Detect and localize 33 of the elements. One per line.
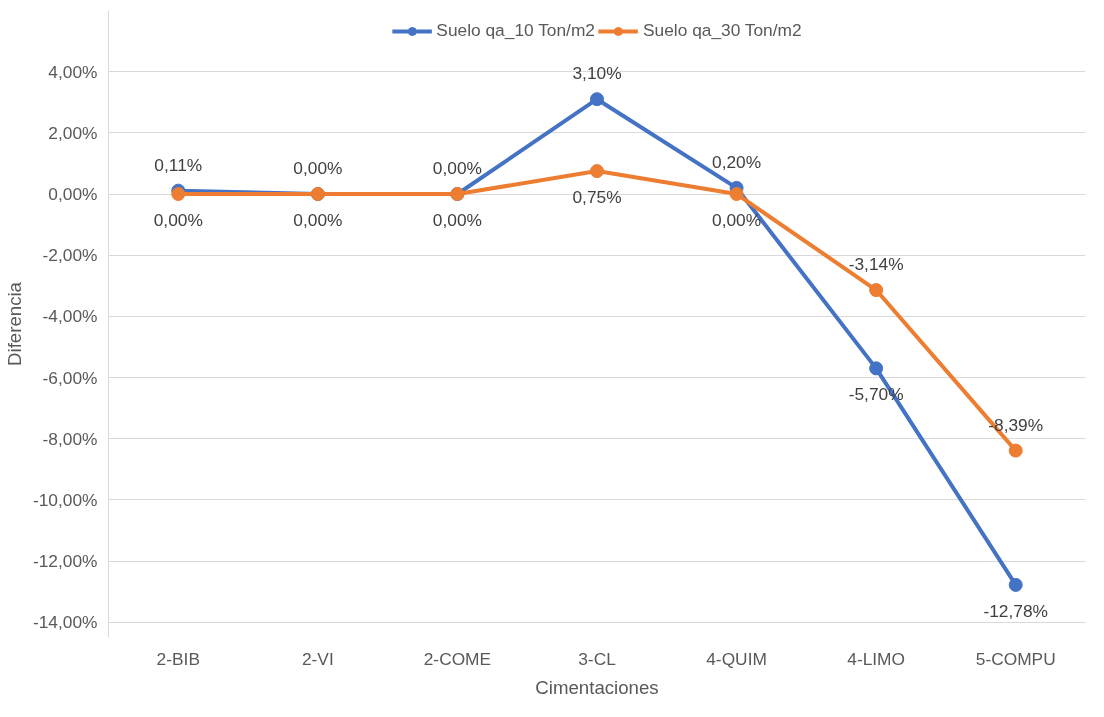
x-tick-label: 2-BIB [156, 648, 200, 669]
data-label: 0,00% [293, 210, 343, 231]
y-tick-label: 0,00% [48, 184, 98, 205]
y-tick-label: 4,00% [48, 61, 98, 82]
data-label: -3,14% [848, 254, 904, 275]
y-tick-label: -12,00% [32, 551, 98, 572]
x-tick-label: 3-CL [578, 648, 617, 669]
y-axis-title: Diferencia [3, 281, 25, 366]
x-tick-label: 4-LIMO [847, 648, 906, 669]
data-label: 0,00% [293, 158, 343, 179]
y-tick-label: -10,00% [32, 489, 98, 510]
legend-label: Suelo qa_30 Ton/m2 [643, 20, 802, 41]
data-label: 0,00% [712, 210, 762, 231]
data-label: 0,11% [154, 154, 203, 175]
data-label: 3,10% [572, 63, 622, 84]
y-tick-label: -6,00% [42, 367, 98, 388]
data-label: -12,78% [983, 600, 1048, 621]
y-tick-label: -8,00% [42, 428, 98, 449]
legend-label: Suelo qa_10 Ton/m2 [436, 20, 595, 41]
x-tick-label: 4-QUIM [706, 648, 767, 669]
data-label: 0,75% [572, 187, 622, 208]
y-tick-label: -14,00% [32, 612, 98, 633]
y-tick-label: -2,00% [42, 245, 98, 266]
y-tick-label: 2,00% [48, 122, 98, 143]
x-axis-title: Cimentaciones [535, 676, 659, 698]
data-label: 0,00% [432, 158, 482, 179]
data-label: 0,20% [712, 151, 762, 172]
x-tick-label: 2-COME [423, 648, 492, 669]
y-tick-label: -4,00% [42, 306, 98, 327]
x-tick-label: 2-VI [301, 648, 334, 669]
data-label: 0,00% [432, 210, 482, 231]
x-tick-label: 5-COMPU [975, 648, 1056, 669]
data-label: 0,00% [153, 210, 203, 231]
